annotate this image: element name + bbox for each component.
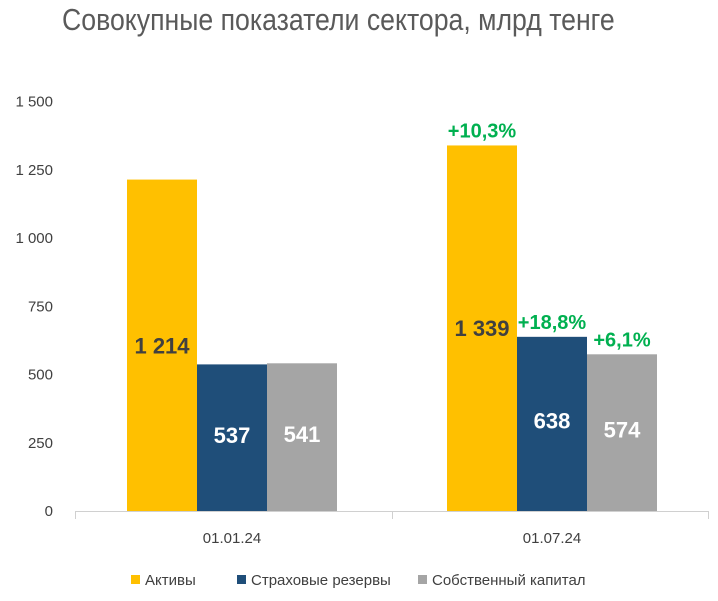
change-label: +6,1% — [593, 329, 650, 351]
bar — [197, 364, 267, 511]
bar — [267, 363, 337, 511]
chart-title: Совокупные показатели сектора, млрд тенг… — [62, 2, 615, 37]
bar — [447, 145, 517, 511]
legend-swatch — [131, 575, 140, 584]
bar — [587, 354, 657, 511]
y-tick-label: 1 500 — [15, 94, 53, 111]
legend-swatch — [237, 575, 246, 584]
y-tick-label: 0 — [45, 503, 53, 520]
y-tick-label: 750 — [28, 298, 53, 315]
data-label: 638 — [534, 408, 571, 433]
legend-label: Страховые резервы — [251, 572, 391, 589]
x-tick-label: 01.07.24 — [523, 530, 581, 547]
legend-swatch — [418, 575, 427, 584]
data-label: 1 214 — [134, 333, 190, 358]
bar — [517, 336, 587, 511]
x-tick-label: 01.01.24 — [203, 530, 261, 547]
change-label: +18,8% — [518, 312, 587, 334]
y-tick-label: 250 — [28, 435, 53, 452]
bar — [127, 179, 197, 511]
y-tick-label: 1 250 — [15, 162, 53, 179]
y-tick-label: 500 — [28, 367, 53, 384]
change-label: +10,3% — [448, 120, 517, 142]
data-label: 574 — [604, 418, 641, 443]
data-label: 541 — [284, 422, 321, 447]
data-label: 537 — [214, 423, 251, 448]
legend-label: Активы — [145, 572, 196, 589]
y-tick-label: 1 000 — [15, 230, 53, 247]
legend-label: Собственный капитал — [432, 572, 586, 589]
data-label: 1 339 — [454, 316, 509, 341]
